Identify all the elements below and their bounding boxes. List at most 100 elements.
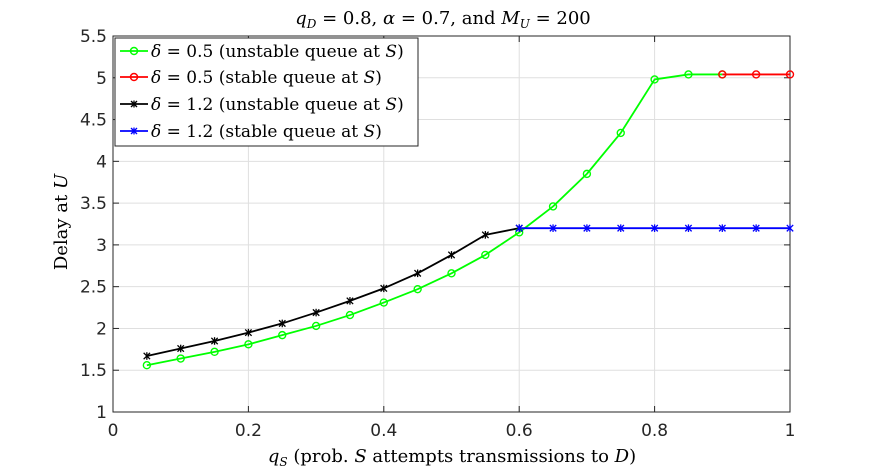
- title-q-sub: D: [306, 17, 317, 31]
- series-markers: [142, 70, 795, 370]
- data-point: [278, 319, 286, 328]
- data-point: [210, 347, 219, 357]
- data-point: [413, 269, 422, 278]
- legend-eq: = 1.2 (unstable queue at: [161, 95, 385, 115]
- legend-marker-black: [130, 100, 138, 108]
- y-tick-label: 2.5: [80, 278, 107, 298]
- legend-close: ): [375, 68, 382, 88]
- y-tick-label: 2: [96, 319, 107, 339]
- legend-delta: δ: [151, 122, 161, 142]
- data-point: [752, 224, 760, 232]
- data-point: [413, 284, 422, 294]
- ylabel-text: Delay at: [51, 189, 72, 270]
- chart-title: qD = 0.8, α = 0.7, and MU = 200: [295, 8, 591, 31]
- data-point: [718, 224, 726, 232]
- data-point: [650, 224, 659, 232]
- data-point: [210, 337, 219, 345]
- data-point: [481, 231, 490, 239]
- xlabel-q-sub: S: [279, 455, 287, 469]
- data-point: [278, 330, 287, 340]
- legend-entry: δ = 1.2 (stable queue at S): [120, 122, 382, 142]
- data-point: [176, 354, 185, 363]
- data-point: [582, 169, 592, 179]
- legend: δ = 0.5 (unstable queue at S) δ = 0.5 (s…: [114, 37, 419, 147]
- title-m: M: [500, 8, 520, 29]
- data-point: [718, 70, 727, 79]
- title-m-sub: U: [520, 17, 531, 31]
- data-point: [311, 321, 321, 331]
- legend-delta: δ: [151, 95, 161, 115]
- y-tick-label: 4.5: [80, 111, 107, 131]
- legend-marker-blue: [130, 127, 138, 135]
- axis-ticks: 0 0.2 0.4 0.6 0.8 1 1 1.5 2 2.5 3 3.5 4 4.5 5 5.5: [80, 27, 795, 441]
- data-point: [650, 75, 659, 84]
- legend-delta: δ: [151, 68, 161, 88]
- legend-label-blue: δ = 1.2 (stable queue at S): [151, 122, 382, 142]
- legend-eq: = 0.5 (stable queue at: [161, 68, 363, 88]
- y-tick-label: 3.5: [80, 194, 107, 214]
- y-tick-label: 1.5: [80, 361, 107, 381]
- xlabel-part1: (prob.: [288, 446, 355, 467]
- ylabel-u: U: [51, 173, 72, 189]
- x-tick-label: 0.8: [641, 421, 668, 441]
- x-tick-label: 1: [785, 421, 796, 441]
- legend-close: ): [397, 95, 404, 115]
- data-point: [616, 128, 625, 138]
- data-point: [515, 224, 523, 232]
- legend-entry: δ = 0.5 (unstable queue at S): [120, 42, 404, 62]
- data-point: [786, 224, 794, 232]
- data-point: [684, 70, 693, 79]
- data-point: [244, 328, 253, 337]
- xlabel-part2: attempts transmissions to: [367, 446, 615, 467]
- legend-label-black: δ = 1.2 (unstable queue at S): [151, 95, 404, 115]
- data-point: [244, 340, 253, 349]
- y-tick-label: 1: [96, 403, 107, 423]
- xlabel-part3: ): [629, 446, 636, 467]
- legend-s: S: [364, 122, 376, 142]
- data-point: [177, 344, 185, 353]
- y-tick-label: 5: [96, 69, 107, 89]
- legend-delta: δ: [151, 42, 161, 62]
- data-point: [617, 224, 625, 232]
- x-axis-label: qS (prob. S attempts transmissions to D): [268, 446, 636, 469]
- data-point: [548, 202, 558, 211]
- data-point: [549, 224, 557, 232]
- data-point: [346, 297, 354, 305]
- series-line-0: [146, 73, 723, 367]
- data-point: [379, 298, 388, 307]
- plot-area-box: [112, 35, 791, 413]
- x-tick-label: 0.6: [506, 421, 533, 441]
- xlabel-s: S: [354, 446, 366, 467]
- legend-marker-red: [129, 72, 139, 82]
- data-point: [380, 284, 388, 293]
- y-tick-label: 4: [96, 152, 107, 172]
- data-point: [785, 70, 795, 79]
- legend-label-red: δ = 0.5 (stable queue at S): [151, 68, 382, 88]
- data-point: [312, 308, 320, 317]
- legend-marker-green: [129, 46, 139, 56]
- data-point: [684, 224, 693, 232]
- y-axis-label: Delay at U: [51, 173, 72, 270]
- data-point: [143, 352, 151, 360]
- legend-s: S: [385, 95, 397, 115]
- title-part2: = 0.7, and: [395, 8, 501, 29]
- data-point: [583, 224, 591, 232]
- x-tick-label: 0.2: [235, 421, 262, 441]
- legend-eq: = 0.5 (unstable queue at: [161, 42, 385, 62]
- y-tick-label: 5.5: [80, 27, 107, 47]
- xlabel-d: D: [614, 446, 630, 467]
- title-alpha: α: [383, 8, 395, 29]
- data-point: [447, 251, 456, 259]
- legend-eq: = 1.2 (stable queue at: [161, 122, 363, 142]
- title-part1: = 0.8,: [316, 8, 383, 29]
- series-line-2: [146, 227, 520, 357]
- title-part3: = 200: [530, 8, 591, 29]
- y-tick-label: 3: [96, 236, 107, 256]
- data-point: [345, 310, 355, 320]
- xlabel-q: q: [268, 446, 280, 467]
- legend-close: ): [397, 42, 404, 62]
- data-point: [481, 250, 490, 260]
- legend-box: [114, 37, 419, 147]
- x-tick-label: 0.4: [370, 421, 397, 441]
